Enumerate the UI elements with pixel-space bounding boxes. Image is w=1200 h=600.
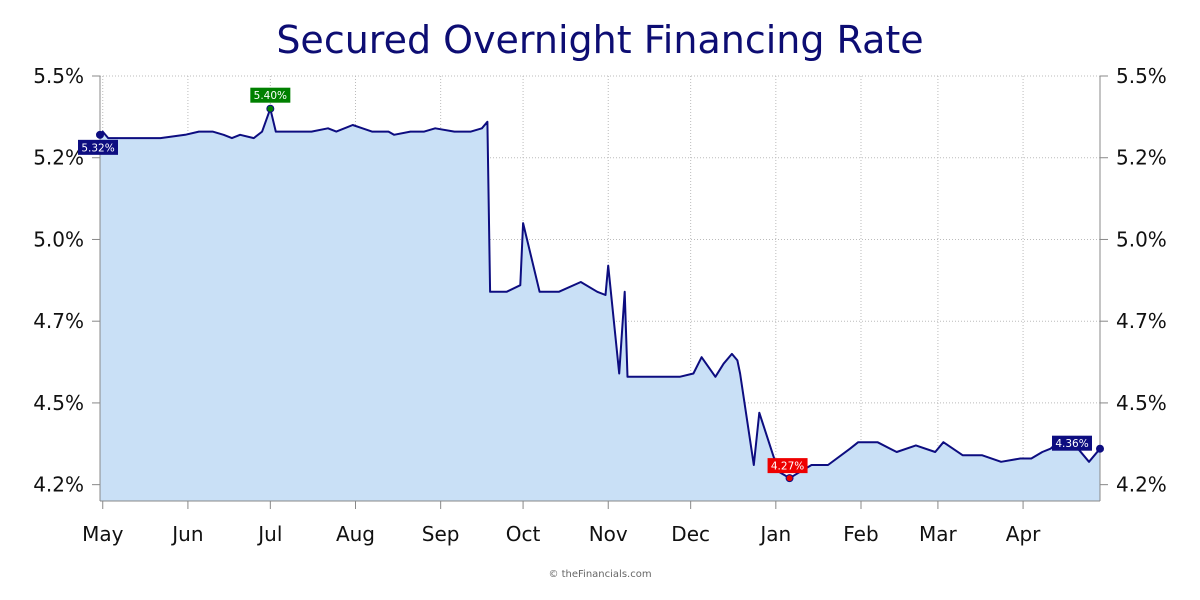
x-tick-label: Sep (422, 522, 460, 546)
rate-area-fill (100, 108, 1100, 501)
x-tick-label: Nov (589, 522, 628, 546)
annotation-marker-low (785, 474, 794, 483)
y-tick-label: 4.7% (33, 309, 84, 333)
x-tick-label: Jul (256, 522, 282, 546)
x-tick-label: Oct (506, 522, 541, 546)
annotation-box-high (250, 87, 291, 103)
x-tick-label: Apr (1006, 522, 1041, 546)
annotation-label-high: 5.40% (254, 90, 287, 102)
x-tick-label: Jun (170, 522, 203, 546)
annotation-label-low: 4.27% (771, 461, 804, 473)
x-tick-label: Dec (671, 522, 710, 546)
chart-title: Secured Overnight Financing Rate (276, 18, 924, 62)
y-tick-label-right: 4.7% (1116, 309, 1167, 333)
x-tick-label: Jan (758, 522, 791, 546)
y-tick-label: 4.5% (33, 391, 84, 415)
annotation-box-last (1052, 435, 1092, 451)
rate-line (99, 107, 1101, 480)
x-tick-label: Mar (919, 522, 958, 546)
y-tick-label-right: 5.0% (1116, 227, 1167, 251)
y-tick-label-right: 5.5% (1116, 64, 1167, 88)
y-tick-label-right: 5.2% (1116, 146, 1167, 170)
y-tick-label: 4.2% (33, 473, 84, 497)
tick-labels: 5.5% 5.5% 5.2% 5.2% 5.0% 5.0% 4.7% 4.7% 4.5% 4.5%… (33, 64, 1167, 546)
annotation-box-first (78, 139, 118, 155)
y-tick-label: 5.0% (33, 227, 84, 251)
x-tick-label: Aug (336, 522, 375, 546)
annotation-box-low (767, 458, 808, 474)
y-tick-label: 5.2% (33, 146, 84, 170)
y-tick-label-right: 4.2% (1116, 473, 1167, 497)
annotations: 5.32% 5.40% 4.27% 4.36% (78, 87, 1104, 483)
y-tick-label: 5.5% (33, 64, 84, 88)
annotation-marker-high (266, 104, 275, 113)
annotation-marker-first (96, 130, 104, 139)
annotation-label-first: 5.32% (81, 142, 114, 154)
annotation-marker-last (1096, 444, 1104, 453)
x-tick-label: May (82, 522, 124, 546)
source-credit: © theFinancials.com (548, 569, 652, 580)
x-tick-label: Feb (843, 522, 878, 546)
annotation-label-last: 4.36% (1055, 438, 1088, 450)
y-tick-label-right: 4.5% (1116, 391, 1167, 415)
